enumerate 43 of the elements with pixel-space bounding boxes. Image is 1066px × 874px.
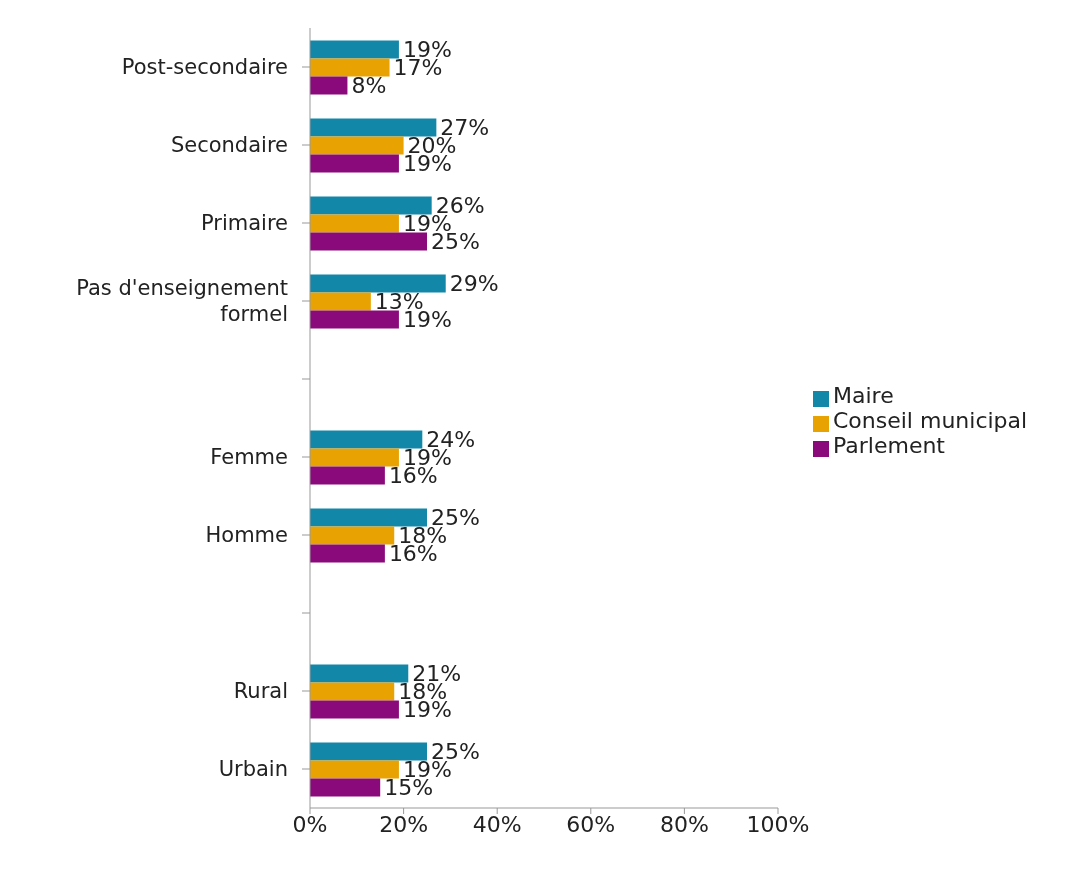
x-tick-label: 20% xyxy=(379,811,429,837)
y-tick-label: Rural xyxy=(233,679,288,703)
y-tick-label: Homme xyxy=(205,523,288,547)
bar xyxy=(310,292,371,311)
x-tick-label: 80% xyxy=(659,811,709,837)
bar xyxy=(310,700,399,719)
bar xyxy=(310,232,427,251)
bar xyxy=(310,76,348,95)
bar xyxy=(310,154,399,173)
legend-label: Maire xyxy=(833,383,894,408)
bar xyxy=(310,760,399,779)
legend-label: Parlement xyxy=(833,433,945,458)
x-tick-label: 60% xyxy=(566,811,616,837)
bar xyxy=(310,196,432,215)
legend-label: Conseil municipal xyxy=(833,408,1028,433)
y-tick-label: Post-secondaire xyxy=(121,55,288,79)
y-tick-label: Primaire xyxy=(200,211,288,235)
data-label: 8% xyxy=(351,73,387,99)
bar xyxy=(310,466,385,485)
bar xyxy=(310,214,399,233)
bar xyxy=(310,118,437,137)
bar xyxy=(310,448,399,467)
bar xyxy=(310,58,390,77)
bar xyxy=(310,682,395,701)
bar xyxy=(310,310,399,329)
bar xyxy=(310,778,381,797)
bar xyxy=(310,664,409,683)
x-tick-label: 0% xyxy=(292,811,328,837)
bar xyxy=(310,136,404,155)
bar xyxy=(310,430,423,449)
y-tick-label: Secondaire xyxy=(170,133,288,157)
x-tick-label: 40% xyxy=(472,811,522,837)
bar xyxy=(310,40,399,59)
bar xyxy=(310,274,446,293)
data-label: 29% xyxy=(449,271,499,297)
x-tick-label: 100% xyxy=(746,811,810,837)
bar xyxy=(310,544,385,563)
y-tick-label: Pas d'enseignement formel xyxy=(76,276,288,326)
bar xyxy=(310,742,427,761)
y-tick-label: Femme xyxy=(210,445,288,469)
bar xyxy=(310,526,395,545)
y-tick-label: Urbain xyxy=(218,757,288,781)
bar xyxy=(310,508,427,527)
